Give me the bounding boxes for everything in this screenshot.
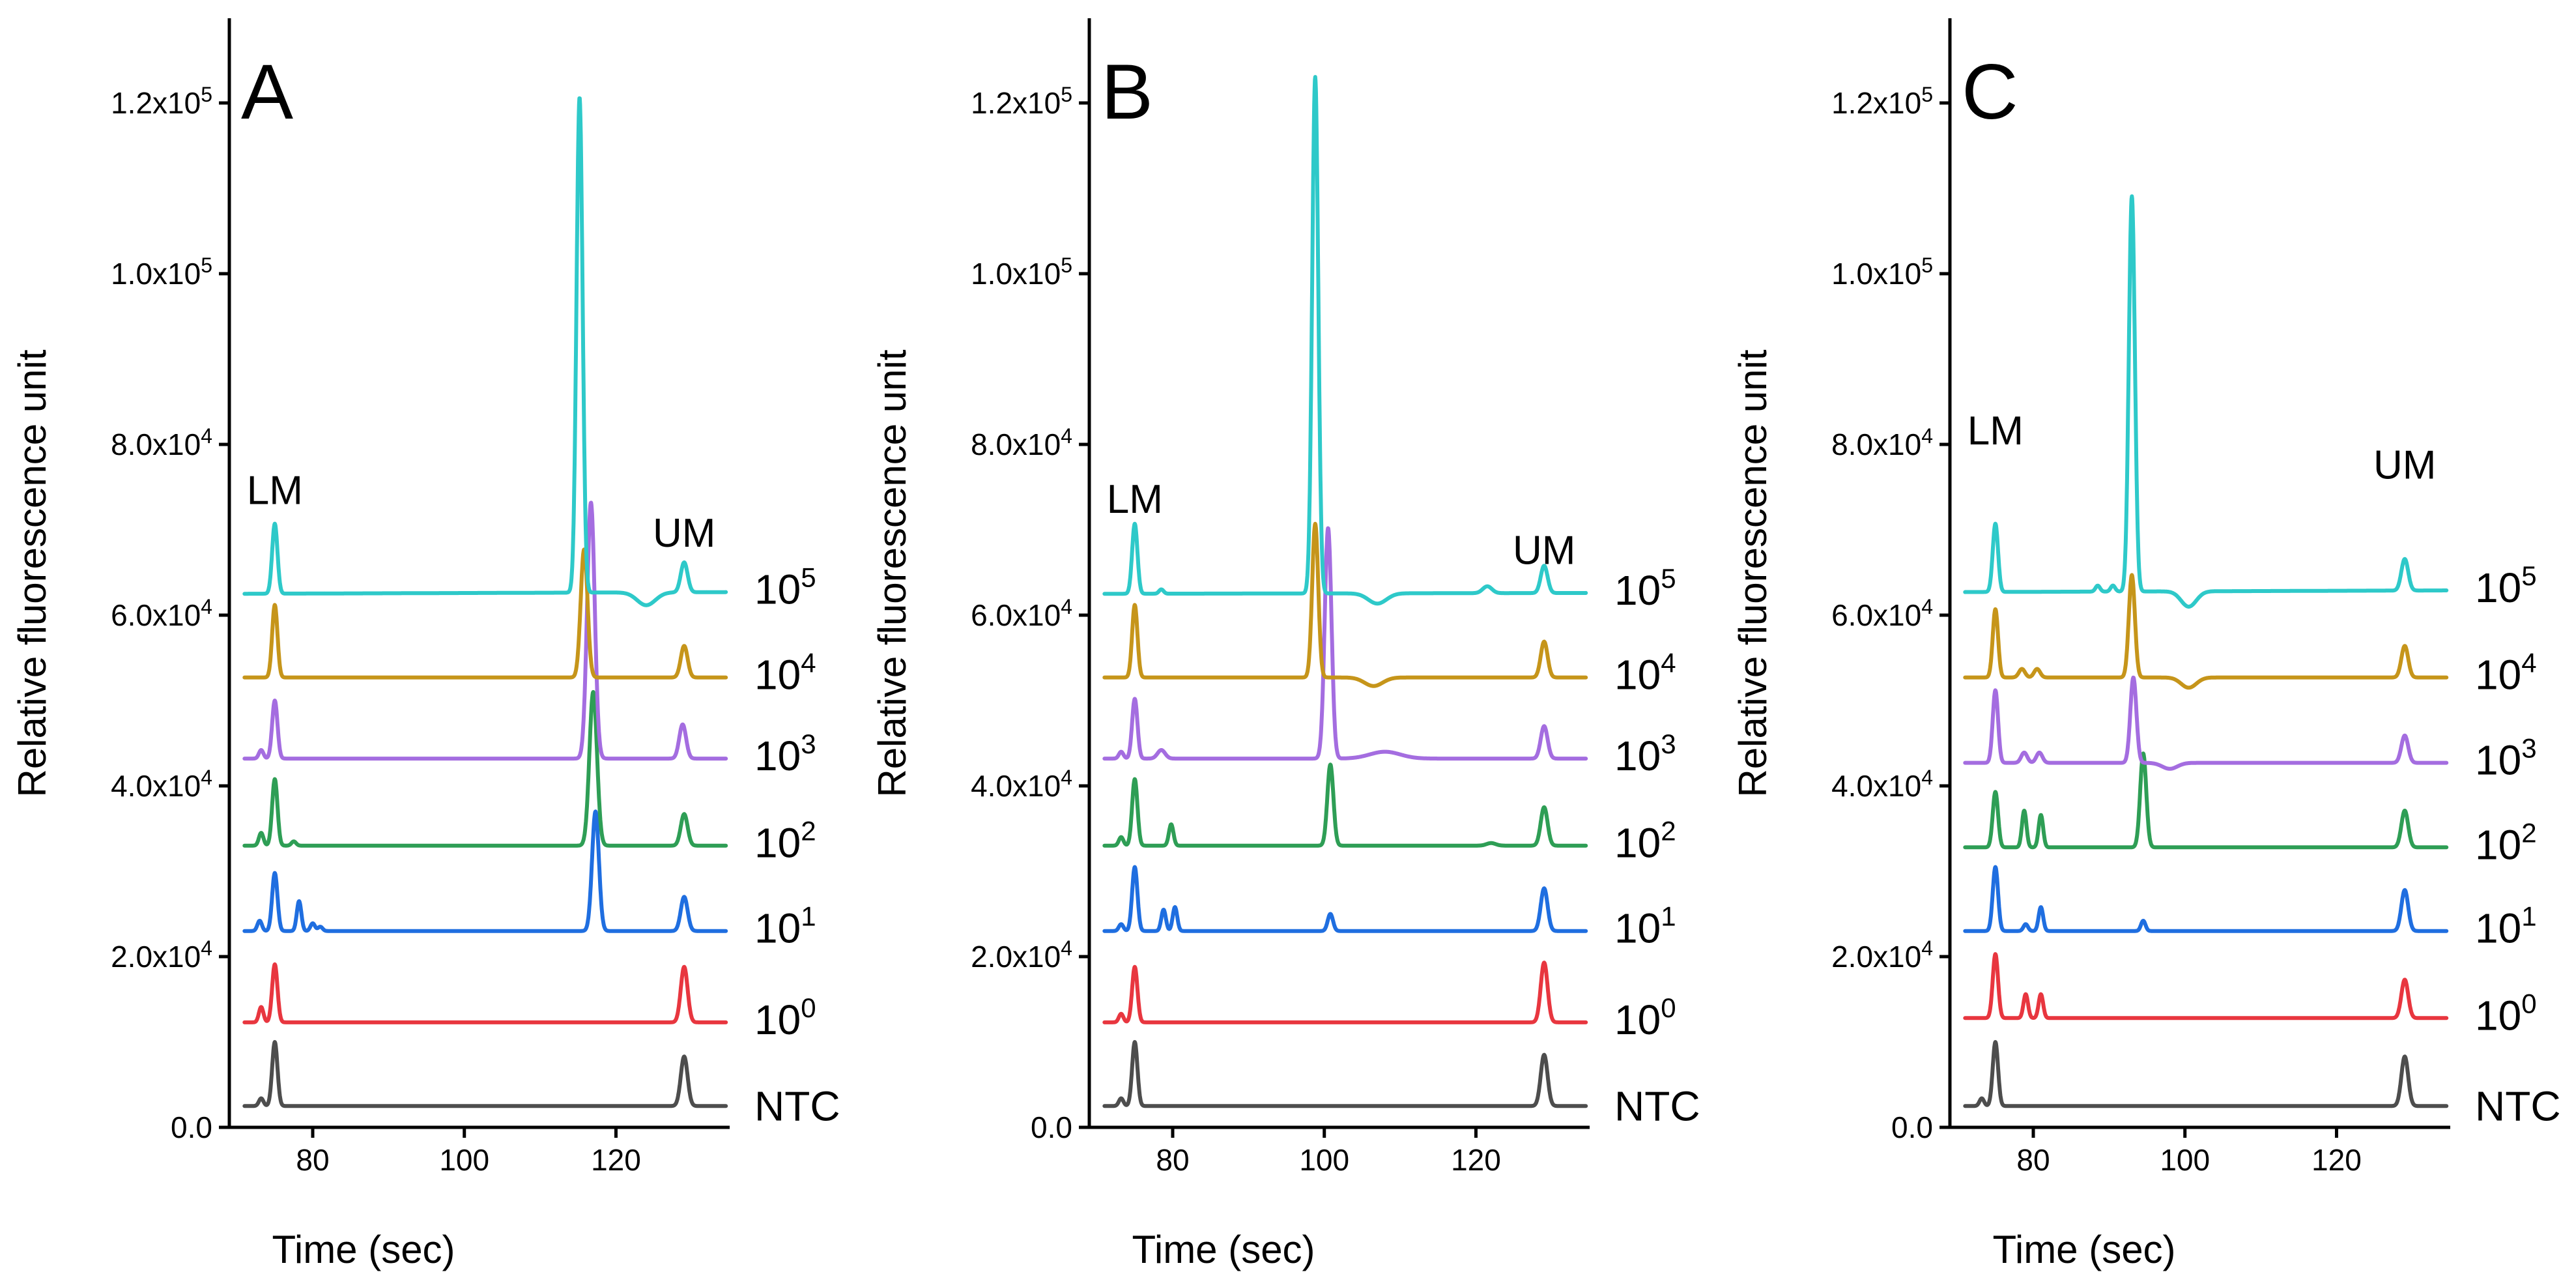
series-label: 105: [1614, 563, 1676, 614]
x-tick-label: 80: [296, 1143, 329, 1177]
y-tick-label: 0.0: [1891, 1110, 1933, 1144]
y-tick-label: 0.0: [171, 1110, 212, 1144]
y-tick-label: 1.0x105: [1831, 253, 1933, 291]
trace-101: [1963, 865, 2449, 933]
x-tick-label: 100: [439, 1143, 489, 1177]
x-axis-title: Time (sec): [1132, 1228, 1315, 1271]
marker-label-lm: LM: [247, 469, 303, 513]
trace-101: [1102, 865, 1588, 933]
y-axis-title: Relative fluorescence unit: [870, 349, 914, 797]
trace-105: [1102, 75, 1588, 606]
trace-102: [1102, 762, 1588, 848]
series-label: 102: [754, 816, 816, 867]
x-tick-label: 120: [591, 1143, 641, 1177]
series-label: 101: [2475, 901, 2537, 952]
x-tick-label: 80: [1156, 1143, 1189, 1177]
y-tick-label: 1.2x105: [971, 83, 1072, 120]
series-label: 100: [2475, 988, 2537, 1039]
y-tick-label: 2.0x104: [111, 936, 212, 974]
series-label: 104: [1614, 648, 1676, 699]
marker-label-um: UM: [2373, 442, 2436, 487]
y-tick-label: 2.0x104: [1831, 936, 1933, 974]
series-label: 101: [754, 901, 816, 952]
series-label: 105: [754, 562, 816, 613]
marker-label-um: UM: [1513, 528, 1575, 573]
series-label: NTC: [2475, 1082, 2561, 1129]
trace-100: [1102, 961, 1588, 1024]
series-label: 104: [2475, 648, 2537, 699]
trace-103: [1102, 526, 1588, 761]
trace-ntc: [1102, 1040, 1588, 1108]
y-tick-label: 4.0x104: [971, 766, 1072, 803]
marker-label-lm: LM: [1107, 477, 1163, 522]
series-label: NTC: [754, 1082, 840, 1129]
series-label: 103: [754, 729, 816, 779]
trace-104: [242, 547, 728, 680]
marker-label-lm: LM: [1968, 409, 2024, 454]
x-tick-label: 120: [1451, 1143, 1501, 1177]
x-axis-title: Time (sec): [272, 1228, 455, 1271]
panel-letter: A: [241, 48, 293, 136]
marker-label-um: UM: [653, 511, 715, 556]
y-axis-title: Relative fluorescence unit: [10, 349, 54, 797]
y-tick-label: 8.0x104: [971, 424, 1072, 461]
series-label: 105: [2475, 560, 2537, 611]
trace-ntc: [242, 1040, 728, 1108]
series-label: 102: [2475, 817, 2537, 868]
y-tick-label: 8.0x104: [1831, 424, 1933, 461]
panel-letter: B: [1101, 48, 1153, 136]
y-tick-label: 4.0x104: [111, 766, 212, 803]
series-label: 103: [1614, 729, 1676, 779]
panel-c: 0.0 2.0x104 4.0x104 6.0x104 8.0x104 1.0x105 1.…: [1731, 18, 2561, 1271]
y-tick-label: 1.2x105: [111, 83, 212, 120]
y-tick-label: 1.2x105: [1831, 83, 1933, 120]
x-tick-label: 80: [2016, 1143, 2050, 1177]
series-label: 104: [754, 648, 816, 699]
series-label: NTC: [1614, 1082, 1700, 1129]
panel-letter: C: [1962, 48, 2018, 136]
y-tick-label: 6.0x104: [971, 595, 1072, 632]
y-tick-label: 2.0x104: [971, 936, 1072, 974]
series-label: 100: [1614, 992, 1676, 1043]
trace-105: [242, 96, 728, 607]
panel-b: 0.0 2.0x104 4.0x104 6.0x104 8.0x104 1.0x105 1.…: [870, 18, 1700, 1271]
trace-105: [1963, 194, 2449, 609]
y-axis-title: Relative fluorescence unit: [1731, 349, 1775, 797]
trace-101: [242, 809, 728, 933]
trace-102: [242, 689, 728, 848]
y-tick-label: 4.0x104: [1831, 766, 1933, 803]
trace-100: [242, 962, 728, 1024]
trace-103: [1963, 675, 2449, 771]
trace-104: [1963, 573, 2449, 690]
panel-a: 0.0 2.0x104 4.0x104 6.0x104 8.0x104 1.0x105 1.…: [10, 18, 840, 1271]
x-tick-label: 120: [2311, 1143, 2362, 1177]
trace-104: [1102, 521, 1588, 688]
trace-100: [1963, 952, 2449, 1020]
y-tick-label: 8.0x104: [111, 424, 212, 461]
y-tick-label: 1.0x105: [111, 253, 212, 291]
x-tick-label: 100: [2160, 1143, 2210, 1177]
y-tick-label: 6.0x104: [111, 595, 212, 632]
trace-103: [242, 500, 728, 761]
series-label: 102: [1614, 816, 1676, 867]
x-tick-label: 100: [1299, 1143, 1349, 1177]
y-tick-label: 1.0x105: [971, 253, 1072, 291]
series-label: 103: [2475, 733, 2537, 784]
trace-ntc: [1963, 1040, 2449, 1108]
trace-102: [1963, 751, 2449, 850]
y-tick-label: 0.0: [1031, 1110, 1072, 1144]
series-label: 101: [1614, 901, 1676, 952]
x-axis-title: Time (sec): [1992, 1228, 2175, 1271]
y-tick-label: 6.0x104: [1831, 595, 1933, 632]
series-label: 100: [754, 992, 816, 1043]
